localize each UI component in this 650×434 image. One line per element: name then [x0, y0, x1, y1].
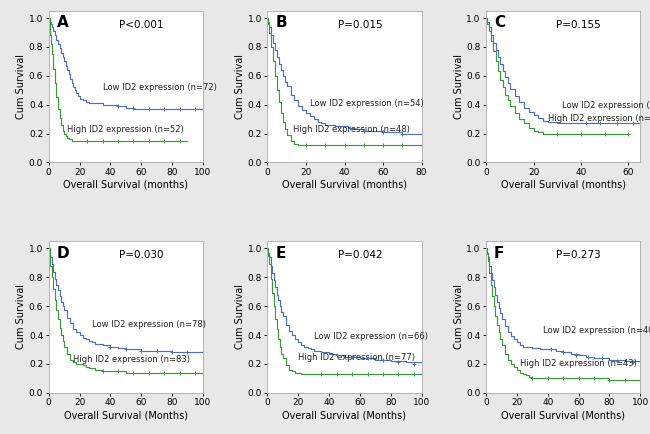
X-axis label: Overall Survival (months): Overall Survival (months) [500, 180, 626, 190]
Text: High ID2 expression (n=48): High ID2 expression (n=48) [292, 125, 410, 134]
Text: High ID2 expression (n=26): High ID2 expression (n=26) [548, 115, 650, 123]
Text: P=0.273: P=0.273 [556, 250, 601, 260]
Text: P=0.030: P=0.030 [119, 250, 163, 260]
Y-axis label: Cum Survival: Cum Survival [16, 54, 26, 119]
Text: B: B [275, 15, 287, 30]
Y-axis label: Cum Survival: Cum Survival [235, 285, 245, 349]
Text: C: C [494, 15, 505, 30]
Y-axis label: Cum Survival: Cum Survival [454, 285, 463, 349]
Text: A: A [57, 15, 68, 30]
Text: Low ID2 expression (n=40): Low ID2 expression (n=40) [543, 326, 650, 335]
X-axis label: Overall Survival (Months): Overall Survival (Months) [283, 410, 406, 420]
Text: P<0.001: P<0.001 [119, 20, 163, 30]
X-axis label: Overall Survival (months): Overall Survival (months) [63, 180, 188, 190]
Text: P=0.042: P=0.042 [337, 250, 382, 260]
Text: D: D [57, 246, 69, 261]
Text: E: E [275, 246, 285, 261]
X-axis label: Overall Survival (Months): Overall Survival (Months) [501, 410, 625, 420]
Y-axis label: Cum Survival: Cum Survival [16, 285, 26, 349]
Text: Low ID2 expression (n=72): Low ID2 expression (n=72) [103, 83, 216, 92]
Text: Low ID2 expression (n=54): Low ID2 expression (n=54) [310, 99, 424, 108]
X-axis label: Overall Survival (months): Overall Survival (months) [282, 180, 407, 190]
Text: P=0.015: P=0.015 [337, 20, 382, 30]
X-axis label: Overall Survival (Months): Overall Survival (Months) [64, 410, 188, 420]
Text: P=0.155: P=0.155 [556, 20, 601, 30]
Text: Low ID2 expression (n=33): Low ID2 expression (n=33) [562, 102, 650, 110]
Text: High ID2 expression (n=83): High ID2 expression (n=83) [73, 355, 190, 364]
Text: High ID2 expression (n=77): High ID2 expression (n=77) [298, 353, 415, 362]
Text: Low ID2 expression (n=78): Low ID2 expression (n=78) [92, 320, 206, 329]
Text: Low ID2 expression (n=66): Low ID2 expression (n=66) [314, 332, 428, 341]
Text: High ID2 expression (n=43): High ID2 expression (n=43) [520, 359, 637, 368]
Y-axis label: Cum Survival: Cum Survival [235, 54, 245, 119]
Text: High ID2 expression (n=52): High ID2 expression (n=52) [67, 125, 184, 134]
Text: F: F [494, 246, 504, 261]
Y-axis label: Cum Survival: Cum Survival [454, 54, 463, 119]
